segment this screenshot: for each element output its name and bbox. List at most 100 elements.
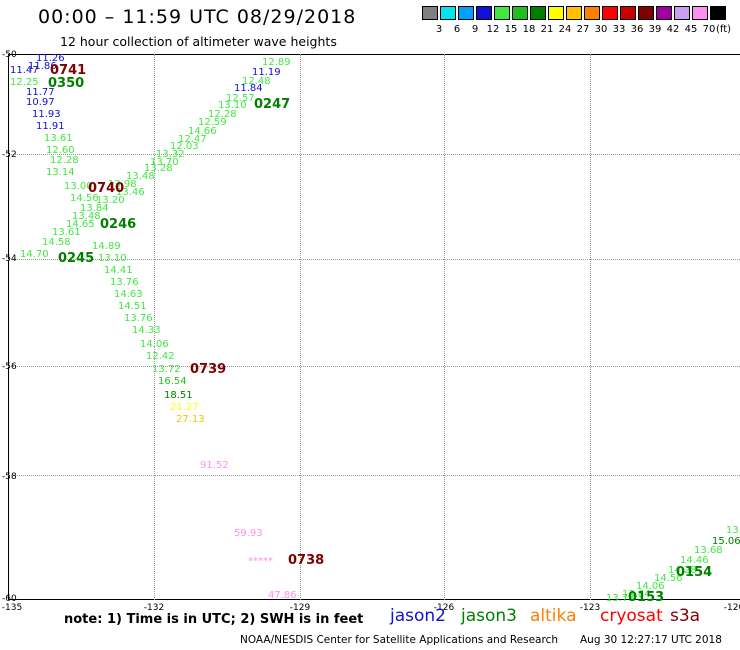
pass-time-label: 0350 [48,76,85,91]
color-scale-swatch [440,6,456,20]
color-scale-label: 15 [504,24,518,35]
wave-height-value: 13.76 [110,277,139,288]
wave-height-value: 12.03 [170,141,199,152]
color-scale-unit: (ft) [716,24,732,35]
wave-height-value: 14.58 [42,237,71,248]
color-scale-swatch [584,6,600,20]
wave-height-value: 12.89 [262,57,291,68]
wave-height-value: 14.33 [132,325,161,336]
color-scale-label: 33 [612,24,626,35]
grid-line-meridian [590,54,591,600]
wave-height-value: 13.98 [108,179,137,190]
wave-height-value: 14.66 [188,126,217,137]
pass-time-label: 0153 [628,590,665,605]
color-scale-label: 70 [702,24,716,35]
wave-height-value: 14.28 [668,565,697,576]
wave-height-value: 18.51 [164,390,193,401]
wave-height-value: 14.41 [104,265,133,276]
grid-line-meridian [154,54,155,600]
latitude-label: -50 [2,50,17,60]
pass-time-label: 0741 [50,63,87,78]
wave-height-value: 10.97 [26,97,55,108]
wave-height-value: 59.93 [234,528,263,539]
wave-height-value: 14.89 [92,241,121,252]
wave-height-value: 13.48 [126,171,155,182]
wave-height-value: 12.59 [198,117,227,128]
wave-height-value: 11.47 [10,65,39,76]
color-scale-swatch [512,6,528,20]
wave-height-value: 13.46 [116,187,145,198]
longitude-label: -135 [1,603,23,613]
latitude-label: -58 [2,472,17,482]
wave-height-value: 21.27 [170,402,199,413]
latitude-label: -60 [2,594,17,604]
wave-height-value: 13.10 [218,100,247,111]
wave-height-value: 13.20 [96,195,125,206]
wave-height-value: 11.19 [252,67,281,78]
pass-time-label: 0247 [254,97,291,112]
wave-height-value: 13.32 [156,149,185,160]
color-scale-label: 12 [486,24,500,35]
latitude-label: -54 [2,254,17,264]
pass-time-label: 0246 [100,217,137,232]
legend-altika: altika [530,606,577,626]
legend-s3a: s3a [670,606,701,626]
wave-height-value: 13.76 [124,313,153,324]
color-scale-label: 9 [471,24,479,35]
wave-height-value: 27.13 [176,414,205,425]
grid-line-parallel [8,154,740,155]
color-scale-swatch [674,6,690,20]
color-scale-swatch [458,6,474,20]
wave-height-value: 13.28 [144,163,173,174]
wave-height-value: 13.48 [72,211,101,222]
wave-height-value: 13.72 [152,364,181,375]
wave-height-value: 14.65 [66,219,95,230]
grid-line-parallel [8,475,740,476]
wave-height-value: 12.57 [226,93,255,104]
wave-height-value: 13.61 [52,227,81,238]
wave-height-value: 11.77 [26,87,55,98]
color-scale-swatch [566,6,582,20]
wave-height-value: 14.46 [680,555,709,566]
color-scale-label: 27 [576,24,590,35]
wave-height-value: 13.00 [64,181,93,192]
wave-height-value: 12.28 [208,109,237,120]
wave-height-value: 13.84 [80,203,109,214]
color-scale-label: 18 [522,24,536,35]
wave-height-value: 11.86 [28,61,57,72]
latitude-label: -52 [2,150,17,160]
wave-height-value: 14.06 [636,581,665,592]
pass-time-label: 0154 [676,565,713,580]
longitude-label: -129 [289,603,311,613]
longitude-label: -132 [143,603,165,613]
page-title: 00:00 – 11:59 UTC 08/29/2018 [38,6,357,28]
page-subtitle: 12 hour collection of altimeter wave hei… [60,34,337,49]
wave-height-value: ***** [248,556,273,567]
wave-height-value: 13.61 [44,133,73,144]
map-frame [8,54,740,600]
wave-height-value: 13.36 [726,525,740,536]
legend-cryosat: cryosat [600,606,663,626]
color-scale-swatch [656,6,672,20]
color-scale-swatch [476,6,492,20]
grid-line-meridian [444,54,445,600]
legend-jason3: jason3 [461,606,517,626]
wave-height-value: 91.52 [200,460,229,471]
latitude-label: -56 [2,362,17,372]
wave-height-value: 12.28 [50,155,79,166]
wave-height-value: 13.10 [98,253,127,264]
longitude-label: -120 [723,603,740,613]
color-scale-label: 36 [630,24,644,35]
pass-time-label: 0245 [58,251,95,266]
units-note: note: 1) Time is in UTC; 2) SWH is in fe… [64,612,364,627]
wave-height-value: 11.84 [234,83,263,94]
wave-height-value: 13.68 [694,545,723,556]
wave-height-value: 14.70 [20,249,49,260]
color-scale-label: 6 [453,24,461,35]
grid-line-meridian [300,54,301,600]
color-scale-swatch [548,6,564,20]
wave-height-value: 11.26 [36,53,65,64]
color-scale-swatch [692,6,708,20]
color-scale-swatch [494,6,510,20]
color-scale-swatch [602,6,618,20]
